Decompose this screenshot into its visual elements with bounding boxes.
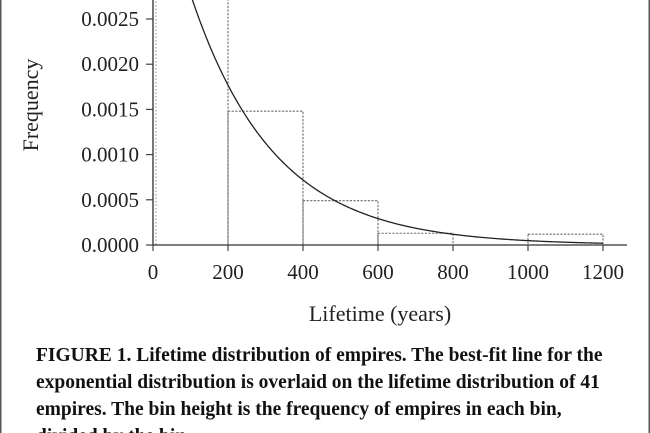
x-tick-label: 1000 [507,260,549,284]
y-tick-label: 0.0000 [81,233,139,257]
histogram-bar-4 [377,232,454,246]
y-tick-label: 0.0025 [81,7,139,31]
exponential-fit-curve [191,0,604,244]
y-tick-label: 0.0020 [81,52,139,76]
histogram-chart: 0 200 400 600 800 1000 1200 0.0000 0.0005 0.0010… [18,0,627,326]
x-tick-label: 200 [212,260,244,284]
axes [152,0,627,246]
x-tick-label: 600 [362,260,394,284]
histogram-bars [152,0,604,246]
y-axis-label: Frequency [18,59,43,152]
figure-caption: FIGURE 1. Lifetime distribution of empir… [36,345,603,433]
fit-curve-layer [191,0,604,244]
x-tick-label: 400 [287,260,319,284]
histogram-bar-1 [152,0,229,246]
y-tick-label: 0.0015 [81,97,139,121]
y-tick-label: 0.0005 [81,188,139,212]
x-axis-ticks: 0 200 400 600 800 1000 1200 [148,245,624,284]
y-axis-ticks: 0.0000 0.0005 0.0010 0.0015 0.0020 0.0025 [81,7,153,257]
y-tick-label: 0.0010 [81,143,139,167]
x-axis-label: Lifetime (years) [309,301,451,326]
x-tick-label: 800 [437,260,469,284]
x-tick-label: 1200 [582,260,624,284]
histogram-bar-2 [227,110,304,246]
x-tick-label: 0 [148,260,159,284]
histogram-bar-3 [302,200,379,246]
